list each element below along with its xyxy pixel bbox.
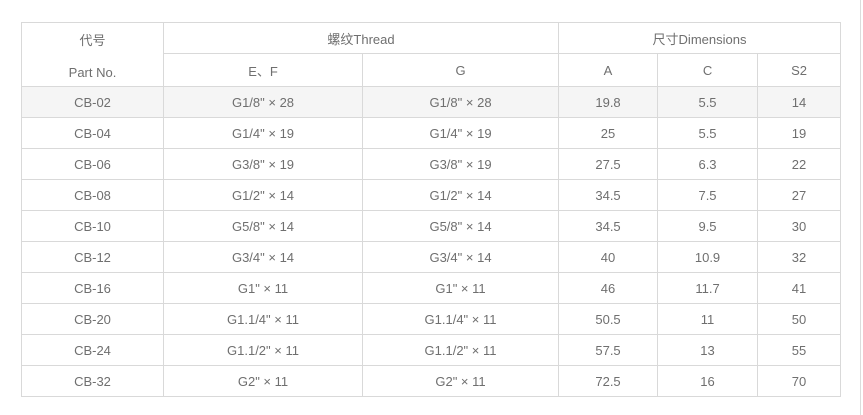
parts-spec-table: 代号 Part No. 螺纹Thread 尺寸Dimensions E、F G … bbox=[21, 22, 842, 397]
cell-dim-c: 5.5 bbox=[657, 117, 759, 149]
table-row: CB-08 G1/2" × 14 G1/2" × 14 34.5 7.5 27 bbox=[21, 179, 842, 211]
cell-part-no: CB-20 bbox=[21, 303, 164, 335]
cell-dim-c: 16 bbox=[657, 365, 759, 397]
cell-dim-s2: 19 bbox=[757, 117, 842, 149]
cell-dim-s2: 32 bbox=[757, 241, 842, 273]
cell-dim-a: 27.5 bbox=[558, 148, 659, 180]
cell-thread-g: G3/4" × 14 bbox=[361, 241, 560, 273]
cell-thread-g: G1.1/4" × 11 bbox=[361, 303, 560, 335]
col-header-ef: E、F bbox=[163, 53, 363, 87]
col-header-a: A bbox=[558, 53, 659, 87]
cell-dim-c: 5.5 bbox=[657, 86, 759, 118]
header-group-row: 代号 Part No. 螺纹Thread 尺寸Dimensions bbox=[21, 22, 842, 87]
cell-dim-c: 11.7 bbox=[657, 272, 759, 304]
cell-thread-g: G3/8" × 19 bbox=[361, 148, 560, 180]
cell-dim-c: 9.5 bbox=[657, 210, 759, 242]
table-row: CB-12 G3/4" × 14 G3/4" × 14 40 10.9 32 bbox=[21, 241, 842, 273]
cell-thread-g: G1" × 11 bbox=[361, 272, 560, 304]
col-header-g: G bbox=[361, 53, 560, 87]
cell-dim-s2: 55 bbox=[757, 334, 842, 366]
cell-part-no: CB-12 bbox=[21, 241, 164, 273]
table-row: CB-04 G1/4" × 19 G1/4" × 19 25 5.5 19 bbox=[21, 117, 842, 149]
header-thread-group: 螺纹Thread bbox=[162, 22, 560, 54]
table-row: CB-10 G5/8" × 14 G5/8" × 14 34.5 9.5 30 bbox=[21, 210, 842, 242]
cell-dim-c: 11 bbox=[657, 303, 759, 335]
cell-part-no: CB-24 bbox=[21, 334, 164, 366]
cell-dim-c: 13 bbox=[657, 334, 759, 366]
cell-thread-g: G1/2" × 14 bbox=[361, 179, 560, 211]
cell-dim-c: 10.9 bbox=[657, 241, 759, 273]
cell-part-no: CB-02 bbox=[21, 86, 164, 118]
header-dimensions-group: 尺寸Dimensions bbox=[558, 22, 842, 54]
header-part-no-zh: 代号 bbox=[79, 32, 106, 48]
cell-thread-ef: G1.1/2" × 11 bbox=[163, 334, 363, 366]
header-part-no-en: Part No. bbox=[68, 64, 117, 80]
cell-dim-s2: 41 bbox=[757, 272, 842, 304]
cell-part-no: CB-32 bbox=[21, 365, 164, 397]
cell-thread-ef: G3/4" × 14 bbox=[163, 241, 363, 273]
cell-dim-a: 72.5 bbox=[558, 365, 659, 397]
cell-dim-a: 34.5 bbox=[558, 210, 659, 242]
cell-dim-a: 57.5 bbox=[558, 334, 659, 366]
cell-part-no: CB-04 bbox=[21, 117, 164, 149]
cell-thread-ef: G1/4" × 19 bbox=[163, 117, 363, 149]
col-header-s2: S2 bbox=[757, 53, 842, 87]
cell-part-no: CB-08 bbox=[21, 179, 164, 211]
cell-dim-s2: 22 bbox=[757, 148, 842, 180]
header-sub-row: E、F G A C S2 bbox=[22, 53, 842, 87]
table-row: CB-24 G1.1/2" × 11 G1.1/2" × 11 57.5 13 … bbox=[21, 334, 842, 366]
cell-part-no: CB-10 bbox=[21, 210, 164, 242]
cell-dim-s2: 30 bbox=[757, 210, 842, 242]
cell-thread-ef: G2" × 11 bbox=[163, 365, 363, 397]
cell-thread-ef: G1/8" × 28 bbox=[163, 86, 363, 118]
cell-dim-a: 25 bbox=[558, 117, 659, 149]
cell-dim-a: 19.8 bbox=[558, 86, 659, 118]
cell-thread-ef: G1/2" × 14 bbox=[163, 179, 363, 211]
table-row: CB-16 G1" × 11 G1" × 11 46 11.7 41 bbox=[21, 272, 842, 304]
cell-dim-s2: 70 bbox=[757, 365, 842, 397]
cell-dim-a: 34.5 bbox=[558, 179, 659, 211]
table-row: CB-20 G1.1/4" × 11 G1.1/4" × 11 50.5 11 … bbox=[21, 303, 842, 335]
table-row: CB-06 G3/8" × 19 G3/8" × 19 27.5 6.3 22 bbox=[21, 148, 842, 180]
cell-dim-s2: 50 bbox=[757, 303, 842, 335]
cell-dim-s2: 27 bbox=[757, 179, 842, 211]
cell-dim-c: 7.5 bbox=[657, 179, 759, 211]
cell-thread-ef: G3/8" × 19 bbox=[163, 148, 363, 180]
cell-thread-ef: G5/8" × 14 bbox=[163, 210, 363, 242]
table-row: CB-02 G1/8" × 28 G1/8" × 28 19.8 5.5 14 bbox=[21, 86, 842, 118]
page-right-edge-divider bbox=[860, 0, 861, 415]
cell-thread-ef: G1.1/4" × 11 bbox=[163, 303, 363, 335]
cell-thread-g: G1/4" × 19 bbox=[361, 117, 560, 149]
cell-thread-g: G5/8" × 14 bbox=[361, 210, 560, 242]
cell-dim-a: 50.5 bbox=[558, 303, 659, 335]
cell-part-no: CB-16 bbox=[21, 272, 164, 304]
cell-dim-a: 40 bbox=[558, 241, 659, 273]
cell-thread-g: G1.1/2" × 11 bbox=[361, 334, 560, 366]
cell-part-no: CB-06 bbox=[21, 148, 164, 180]
cell-thread-g: G1/8" × 28 bbox=[361, 86, 560, 118]
cell-thread-ef: G1" × 11 bbox=[163, 272, 363, 304]
table-row: CB-32 G2" × 11 G2" × 11 72.5 16 70 bbox=[21, 365, 842, 397]
cell-dim-a: 46 bbox=[558, 272, 659, 304]
cell-dim-s2: 14 bbox=[757, 86, 842, 118]
cell-dim-c: 6.3 bbox=[657, 148, 759, 180]
header-part-no: 代号 Part No. bbox=[21, 22, 164, 87]
col-header-c: C bbox=[657, 53, 759, 87]
cell-thread-g: G2" × 11 bbox=[361, 365, 560, 397]
